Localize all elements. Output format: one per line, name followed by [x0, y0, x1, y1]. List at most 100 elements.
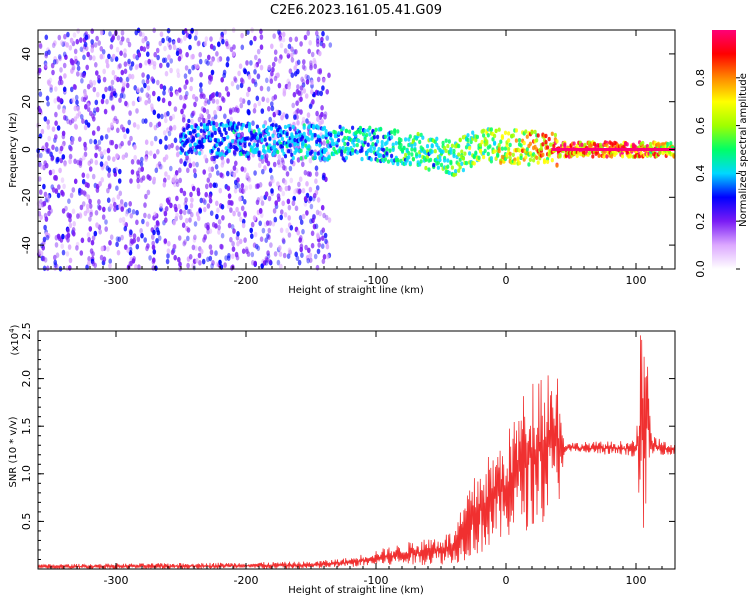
heatmap-speckle: [190, 27, 194, 34]
heatmap-speckle: [71, 136, 75, 142]
heatmap-speckle: [271, 61, 276, 68]
heatmap-ridge-cell: [307, 144, 311, 149]
heatmap-ridge-cell: [658, 150, 662, 156]
heatmap-speckle: [123, 52, 127, 58]
heatmap-y-tick-label: -40: [20, 236, 33, 254]
heatmap-ridge-cell: [220, 132, 224, 138]
heatmap-speckle: [106, 127, 111, 133]
heatmap-speckle: [208, 244, 213, 250]
heatmap-ridge-cell: [312, 125, 316, 130]
heatmap-speckle: [100, 245, 105, 252]
snr-y-tick-label: 1.0: [20, 465, 33, 483]
heatmap-speckle: [298, 215, 303, 221]
heatmap-speckle: [133, 154, 137, 161]
heatmap-ridge-cell: [379, 126, 383, 132]
heatmap-speckle: [261, 168, 265, 175]
heatmap-speckle: [186, 227, 191, 233]
heatmap-speckle: [130, 169, 135, 175]
heatmap-speckle: [119, 92, 124, 99]
heatmap-ridge-cell: [355, 150, 359, 155]
heatmap-ridge-cell: [216, 138, 220, 143]
snr-y-tick-label: 0.5: [20, 513, 33, 531]
heatmap-speckle: [111, 53, 116, 60]
heatmap-speckle: [63, 33, 67, 40]
heatmap-speckle: [175, 212, 179, 219]
heatmap-speckle: [294, 251, 299, 258]
heatmap-ridge-cell: [418, 139, 422, 145]
heatmap-speckle: [188, 253, 193, 260]
heatmap-speckle: [234, 179, 238, 186]
heatmap-speckle: [129, 229, 133, 236]
heatmap-speckle: [294, 187, 299, 194]
heatmap-ridge-cell: [404, 152, 408, 158]
heatmap-speckle: [76, 71, 80, 77]
heatmap-ridge-cell: [254, 132, 258, 137]
heatmap-speckle: [54, 111, 58, 118]
heatmap-speckle: [301, 213, 306, 220]
heatmap-ridge-cell: [271, 122, 275, 128]
heatmap-speckle: [110, 79, 115, 86]
heatmap-speckle: [299, 243, 304, 250]
heatmap-speckle: [73, 158, 77, 165]
heatmap-ridge-cell: [302, 131, 306, 137]
heatmap-ridge-cell: [425, 144, 430, 149]
heatmap-speckle: [47, 210, 51, 217]
heatmap-speckle: [140, 166, 144, 172]
heatmap-speckle: [52, 59, 57, 65]
heatmap-xlabel: Height of straight line (km): [288, 285, 424, 296]
heatmap-speckle: [129, 135, 133, 142]
heatmap-speckle: [324, 214, 329, 221]
heatmap-ridge-cell: [396, 157, 400, 163]
heatmap-speckle: [46, 101, 50, 107]
heatmap-ridge-cell: [187, 124, 191, 129]
heatmap-speckle: [115, 241, 119, 248]
heatmap-speckle: [183, 35, 187, 41]
heatmap-speckle: [290, 46, 294, 52]
heatmap-speckle: [198, 208, 203, 214]
heatmap-speckle: [277, 82, 282, 89]
heatmap-ridge-cell: [542, 158, 547, 163]
heatmap-speckle: [134, 64, 139, 71]
heatmap-speckle: [206, 203, 211, 209]
heatmap-speckle: [203, 40, 208, 47]
heatmap-speckle: [160, 113, 164, 120]
heatmap-speckle: [116, 76, 120, 83]
heatmap-speckle: [282, 164, 286, 171]
heatmap-speckle: [141, 72, 145, 78]
heatmap-speckle: [109, 95, 113, 101]
heatmap-speckle: [64, 115, 69, 122]
heatmap-ridge-cell: [486, 151, 490, 157]
heatmap-speckle: [37, 67, 42, 74]
heatmap-speckle: [258, 208, 263, 214]
heatmap-speckle: [274, 133, 278, 140]
heatmap-ridge-cell: [351, 148, 355, 153]
heatmap-ridge-cell: [416, 131, 420, 137]
heatmap-speckle: [266, 86, 271, 92]
heatmap-speckle: [151, 234, 155, 240]
heatmap-ridge-cell: [488, 144, 492, 149]
heatmap-speckle: [109, 203, 113, 210]
heatmap-ridge-cell: [190, 149, 194, 155]
heatmap-speckle: [303, 169, 308, 176]
heatmap-speckle: [88, 203, 93, 209]
colorbar-tick-label: 0.8: [694, 69, 707, 87]
heatmap-speckle: [74, 94, 79, 101]
heatmap-ridge-cell: [287, 149, 291, 154]
heatmap-speckle: [321, 235, 325, 241]
heatmap-speckle: [250, 221, 255, 228]
heatmap-speckle: [43, 64, 48, 71]
heatmap-speckle: [111, 35, 115, 41]
heatmap-ridge-cell: [235, 125, 239, 130]
heatmap-speckle: [189, 191, 193, 198]
heatmap-speckle: [324, 238, 328, 245]
heatmap-speckle: [76, 60, 80, 67]
heatmap-ridge-cell: [497, 127, 501, 132]
heatmap-speckle: [184, 197, 188, 203]
heatmap-speckle: [166, 110, 170, 117]
snr-series-line: [37, 335, 675, 570]
heatmap-ridge-cell: [511, 133, 515, 138]
heatmap-speckle: [124, 100, 128, 107]
heatmap-ridge-cell: [410, 152, 414, 157]
heatmap-ridge-cell: [322, 125, 327, 131]
heatmap-speckle: [263, 165, 267, 171]
